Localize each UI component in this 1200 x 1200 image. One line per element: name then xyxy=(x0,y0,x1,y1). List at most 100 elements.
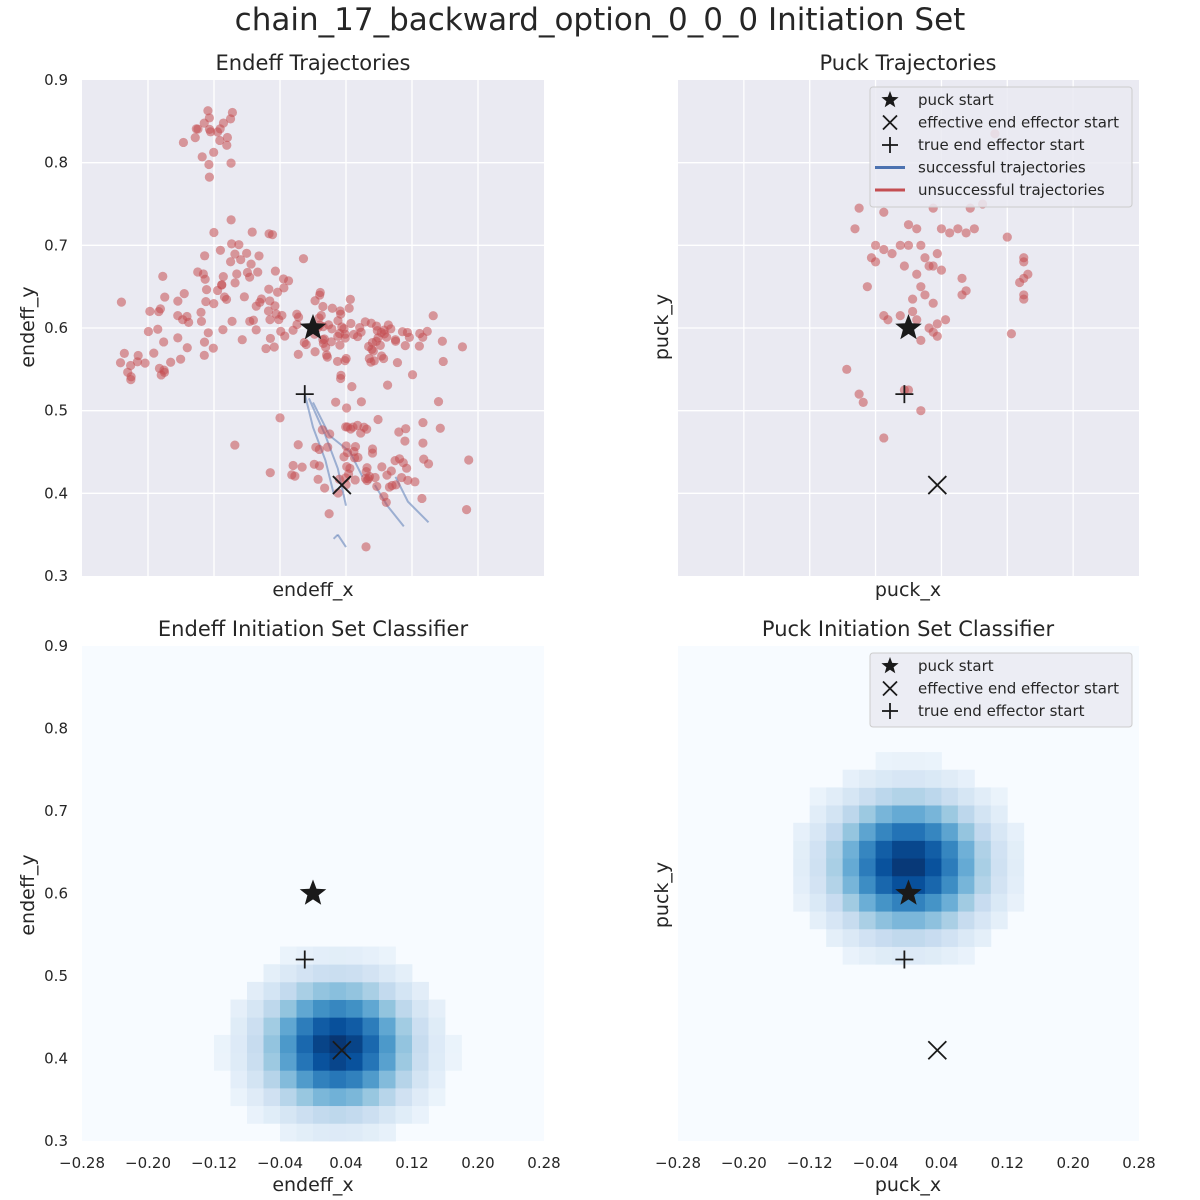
trajectory-point xyxy=(166,357,176,367)
heatmap-cell xyxy=(412,1070,429,1089)
x-stroke xyxy=(332,1040,352,1060)
trajectory-point xyxy=(222,140,232,150)
heatmap-cell xyxy=(263,999,281,1018)
heatmap-cell xyxy=(313,999,330,1018)
heatmap-cell xyxy=(395,1052,413,1071)
trajectory-point xyxy=(255,297,265,307)
trajectory-point xyxy=(149,348,159,358)
trajectory-point xyxy=(293,312,304,322)
trajectory-point xyxy=(899,261,909,271)
y-tick-label: 0.8 xyxy=(44,720,68,738)
x-tick-label: −0.12 xyxy=(787,1154,833,1172)
trajectory-point xyxy=(414,341,424,351)
heatmap-cell xyxy=(793,840,811,859)
heatmap-cell xyxy=(379,1052,396,1071)
y-tick-label: 0.3 xyxy=(44,567,68,585)
y-tick-label: 0.9 xyxy=(44,637,68,655)
true-start-marker xyxy=(895,385,914,404)
x-tick-label: 0.28 xyxy=(527,1154,560,1172)
trajectory-point xyxy=(969,224,979,234)
heatmap-cell xyxy=(809,787,827,806)
panel-puck-classifier: Puck Initiation Set Classifier puck_x pu… xyxy=(651,617,1156,1196)
heatmap-cell xyxy=(230,1017,248,1036)
y-tick-label: 0.4 xyxy=(44,484,68,502)
trajectory-point xyxy=(158,271,168,281)
y-tick-label: 0.6 xyxy=(44,885,68,903)
heatmap-cell xyxy=(428,1017,446,1036)
trajectory-point xyxy=(265,315,275,325)
heatmap-cell xyxy=(924,752,942,771)
heatmap-cell xyxy=(941,822,959,841)
trajectory-point xyxy=(204,172,215,182)
trajectory-point xyxy=(341,441,351,451)
x-stroke xyxy=(332,475,352,495)
trajectory-point xyxy=(301,339,311,350)
heatmap-cell xyxy=(892,840,909,859)
trajectory-point xyxy=(178,137,189,148)
legend-label-effective-start: effective end effector start xyxy=(918,680,1119,698)
trajectory-point xyxy=(375,340,385,351)
heatmap-cell xyxy=(990,822,1008,841)
heatmap-cell xyxy=(859,858,876,877)
trajectory-point xyxy=(400,341,410,351)
trajectory-point xyxy=(916,240,926,250)
heatmap-cell xyxy=(957,858,975,877)
heatmap-cell xyxy=(809,840,827,859)
trajectory-point xyxy=(419,454,429,464)
trajectory-point xyxy=(407,370,418,380)
trajectory-point xyxy=(858,397,868,407)
legend-plus-icon xyxy=(882,137,898,153)
heatmap-cell xyxy=(826,822,844,841)
heatmap-cell xyxy=(395,1034,413,1054)
heatmap-cell xyxy=(941,875,959,894)
heatmap-cell xyxy=(859,893,876,912)
trajectory-point xyxy=(115,358,126,368)
heatmap-cell xyxy=(957,787,975,806)
trajectory-point xyxy=(932,331,942,341)
heatmap-cell xyxy=(826,875,844,894)
trajectory-point xyxy=(356,327,366,337)
trajectory-point xyxy=(418,332,428,342)
heatmap-cell xyxy=(329,1087,347,1107)
trajectory-point xyxy=(327,303,337,313)
successful-trajectory xyxy=(307,397,347,506)
heatmap-cell xyxy=(924,787,942,806)
legend-label-successful: successful trajectories xyxy=(918,159,1086,177)
heatmap-cell xyxy=(859,928,876,947)
trajectory-point xyxy=(215,245,226,255)
heatmap-cell xyxy=(875,840,893,859)
y-tick-label: 0.8 xyxy=(44,154,68,172)
y-tick-label: 0.5 xyxy=(44,402,68,420)
trajectory-point xyxy=(271,309,281,319)
heatmap-cell xyxy=(793,858,811,877)
trajectory-point xyxy=(1002,232,1012,242)
trajectory-point xyxy=(227,239,237,249)
effective-start-marker xyxy=(332,1040,352,1060)
heatmap-cell xyxy=(263,981,281,1000)
heatmap-cell xyxy=(296,999,314,1018)
y-axis-label: endeff_y xyxy=(17,854,39,935)
heatmap-cell xyxy=(990,858,1008,877)
effective-start-marker xyxy=(927,475,947,495)
heatmap-cell xyxy=(296,1052,314,1071)
trajectory-point xyxy=(197,152,207,162)
heatmap-cell xyxy=(247,1087,264,1107)
heatmap-cell xyxy=(395,1017,413,1036)
heatmap-cell xyxy=(974,911,992,930)
heatmap-cell xyxy=(329,1034,347,1054)
trajectory-point xyxy=(265,468,275,478)
trajectory-point xyxy=(288,460,298,471)
heatmap-cell xyxy=(842,858,860,877)
x-tick-label: −0.04 xyxy=(257,1154,303,1172)
heatmap-cell xyxy=(842,787,860,806)
heatmap-cell xyxy=(428,1034,446,1054)
successful-trajectory xyxy=(303,393,335,494)
heatmap-cell xyxy=(842,805,860,824)
heatmap-cell xyxy=(280,981,297,1000)
heatmap-cell xyxy=(892,787,909,806)
trajectory-point xyxy=(382,380,393,390)
trajectory-point xyxy=(435,423,445,433)
heatmap-cell xyxy=(280,1105,297,1124)
heatmap-cell xyxy=(908,822,926,841)
true-start-marker xyxy=(895,950,914,969)
